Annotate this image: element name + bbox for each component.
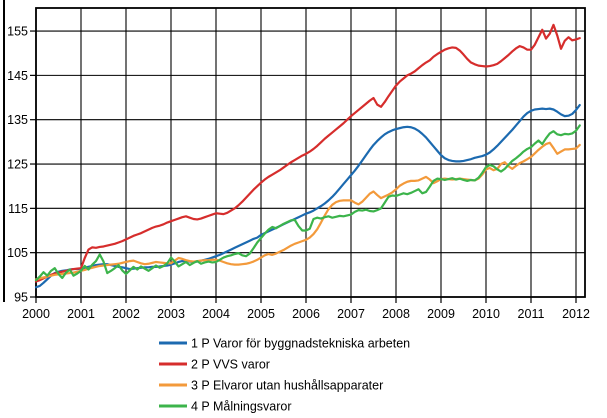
- x-tick-label: 2010: [472, 307, 500, 321]
- x-tick-label: 2003: [157, 307, 185, 321]
- legend-label-3: 3 P Elvaror utan hushållsapparater: [191, 379, 383, 393]
- y-tick-label: 145: [7, 69, 28, 83]
- x-tick-label: 2008: [382, 307, 410, 321]
- y-tick-label: 135: [7, 113, 28, 127]
- y-tick-label: 155: [7, 25, 28, 39]
- series-line-2: [34, 23, 581, 283]
- y-tick-label: 115: [8, 202, 28, 216]
- x-tick-label: 2007: [337, 307, 365, 321]
- series-line-4: [34, 124, 581, 282]
- legend-label-1: 1 P Varor för byggnadstekniska arbeten: [191, 337, 410, 351]
- x-tick-label: 2002: [112, 307, 140, 321]
- legend-label-2: 2 P VVS varor: [191, 358, 270, 372]
- y-tick-label: 95: [14, 291, 28, 305]
- figure-left-edge-line: [3, 0, 5, 302]
- x-tick-label: 2009: [427, 307, 455, 321]
- y-tick-label: 105: [7, 246, 28, 260]
- y-tick-label: 125: [7, 158, 28, 172]
- x-tick-label: 2012: [562, 307, 590, 321]
- x-tick-label: 2000: [22, 307, 50, 321]
- x-tick-label: 2004: [202, 307, 230, 321]
- x-tick-label: 2001: [67, 307, 95, 321]
- plot-border: [35, 7, 586, 298]
- legend-label-4: 4 P Målningsvaror: [191, 400, 292, 414]
- series-line-1: [34, 103, 581, 289]
- x-tick-label: 2005: [247, 307, 275, 321]
- series-line-3: [34, 141, 581, 281]
- x-tick-label: 2011: [518, 307, 545, 321]
- x-tick-label: 2006: [292, 307, 320, 321]
